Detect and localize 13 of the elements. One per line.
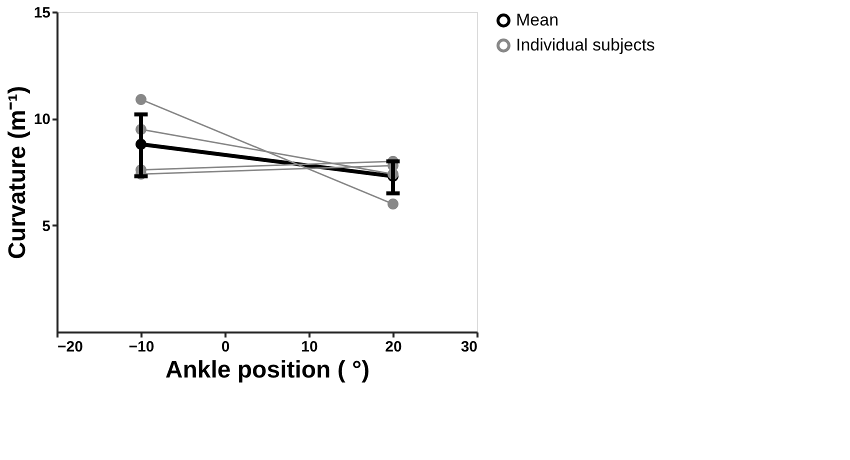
x-tick-label: 0 [221,338,230,356]
y-tick-label: 10 [34,111,50,128]
x-tick-label: 20 [385,338,402,356]
x-tick-label: −20 [58,338,83,356]
legend-label: Individual subjects [516,36,655,54]
y-axis-title: Curvature (m⁻¹) [4,86,31,260]
legend-label: Mean [516,10,559,30]
y-tick-label: 15 [34,4,50,22]
x-tick-label: −10 [128,338,154,356]
x-axis-title: Ankle position ( °) [165,356,370,384]
y-tick-label: 5 [42,218,50,235]
x-tick-label: 10 [301,338,318,356]
x-tick-label: 30 [460,338,478,356]
